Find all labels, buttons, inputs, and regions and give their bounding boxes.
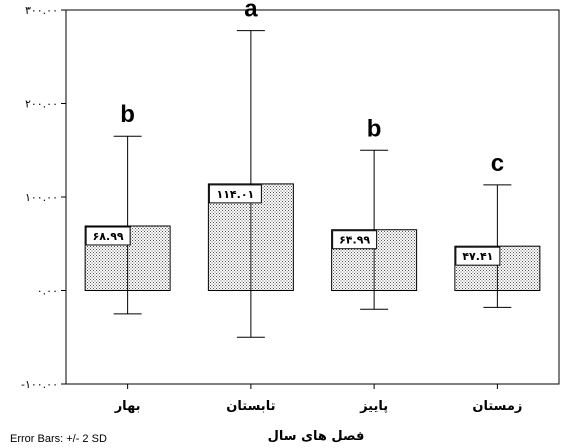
value-label-box — [85, 226, 131, 246]
significance-letter: c — [491, 150, 504, 177]
y-axis: -۱۰۰.۰۰ ۰.۰۰ ۱۰۰.۰۰ ۲۰۰.۰۰ ۳۰۰.۰۰ — [21, 4, 66, 391]
x-tick-label: تابستان — [226, 399, 275, 414]
value-label-box — [455, 246, 501, 266]
y-tick-label: ۳۰۰.۰۰ — [25, 4, 58, 17]
y-tick-label: ۲۰۰.۰۰ — [25, 98, 58, 111]
significance-letter: b — [367, 115, 382, 142]
x-axis: بهار تابستان پاییز زمستان — [114, 384, 522, 414]
significance-letter: a — [244, 0, 258, 23]
error-bars-note: Error Bars: +/- 2 SD — [10, 433, 107, 445]
plot-frame — [65, 9, 560, 385]
y-tick-label: ۰.۰۰ — [37, 285, 58, 298]
x-tick-label: پاییز — [359, 399, 388, 414]
value-label-box — [208, 184, 262, 204]
value-label: ۱۱۴.۰۱ — [217, 188, 255, 201]
value-label-box — [332, 230, 378, 250]
value-label: ۶۴.۹۹ — [339, 234, 370, 247]
y-tick-label: ۱۰۰.۰۰ — [25, 191, 58, 204]
value-label: ۴۷.۴۱ — [462, 250, 493, 263]
x-tick-label: زمستان — [472, 399, 522, 414]
y-tick-label: -۱۰۰.۰۰ — [21, 378, 58, 391]
value-label: ۶۸.۹۹ — [93, 230, 124, 243]
significance-letter: b — [120, 101, 135, 128]
x-axis-title: فصل های سال — [268, 429, 365, 444]
bars-group: ۶۸.۹۹ b ۱۱۴.۰۱ a ۶۴.۹۹ b ۴۷.۴۱ c — [84, 0, 541, 338]
x-tick-label: بهار — [114, 399, 141, 414]
